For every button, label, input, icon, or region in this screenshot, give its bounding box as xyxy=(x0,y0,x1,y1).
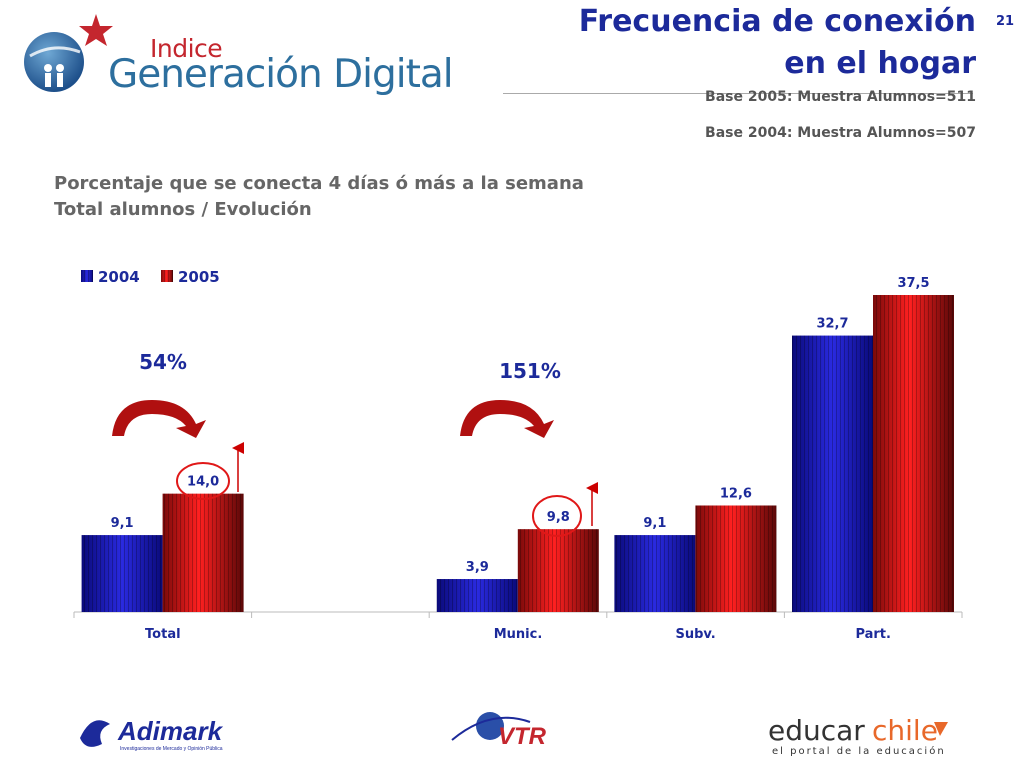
svg-text:el portal de la educación: el portal de la educación xyxy=(772,745,946,757)
logo-generacion-digital-text: Generación Digital xyxy=(108,52,454,97)
value-label: 9,1 xyxy=(111,516,134,531)
globe-icon xyxy=(24,32,84,92)
growth-annotation-munic: 151% xyxy=(460,359,561,438)
category-label: Subv. xyxy=(675,627,715,642)
curved-arrow-icon xyxy=(460,400,554,438)
curved-arrow-icon xyxy=(112,400,206,438)
value-label: 12,6 xyxy=(720,486,752,501)
value-label: 9,1 xyxy=(643,516,666,531)
growth-label-total: 54% xyxy=(139,350,187,374)
category-label: Part. xyxy=(855,627,891,642)
value-label: 37,5 xyxy=(897,276,929,291)
growth-label-munic: 151% xyxy=(499,359,561,383)
highlight-circle-munic-2005 xyxy=(532,495,582,537)
page-number: 21 xyxy=(996,14,1015,29)
page-title-line1: Frecuencia de conexión xyxy=(578,4,976,39)
category-label: Munic. xyxy=(494,627,543,642)
legend-label-2005: 2005 xyxy=(178,268,220,286)
svg-text:educar: educar xyxy=(768,714,865,747)
category-label: Total xyxy=(145,627,181,642)
header-divider xyxy=(503,93,973,94)
bar-texture xyxy=(436,579,518,612)
bar-texture xyxy=(162,493,244,612)
bar-texture xyxy=(614,535,696,612)
logo-indice-text: Indice xyxy=(150,34,223,63)
value-label: 14,0 xyxy=(187,475,219,490)
value-label: 32,7 xyxy=(816,317,848,332)
svg-text:chile: chile xyxy=(872,714,938,747)
chart-legend: 2004 2005 xyxy=(81,268,220,286)
chart-subtitle-line1: Porcentaje que se conecta 4 días ó más a… xyxy=(54,173,584,194)
indice-generacion-digital-logo xyxy=(24,14,113,92)
bar-texture xyxy=(695,505,777,612)
vtr-logo: VTR xyxy=(451,712,547,750)
adimark-logo: Adimark Investigaciones de Mercado y Opi… xyxy=(80,716,224,752)
bar-texture xyxy=(81,535,163,612)
chart-subtitle-line2: Total alumnos / Evolución xyxy=(54,199,312,220)
value-label: 9,8 xyxy=(547,510,570,525)
highlight-circle-total-2005 xyxy=(176,462,230,500)
sponsor-logos: Adimark Investigaciones de Mercado y Opi… xyxy=(80,712,948,757)
bar-texture xyxy=(517,529,599,612)
bar-texture xyxy=(873,295,954,612)
base-2005-note: Base 2005: Muestra Alumnos=511 xyxy=(705,89,976,105)
svg-text:Adimark: Adimark xyxy=(117,716,224,746)
base-2004-note: Base 2004: Muestra Alumnos=507 xyxy=(705,125,976,141)
educarchile-logo: educar chile el portal de la educación xyxy=(768,714,948,757)
value-label: 3,9 xyxy=(466,560,489,575)
legend-label-2004: 2004 xyxy=(98,268,140,286)
svg-text:VTR: VTR xyxy=(498,723,547,750)
bar-texture xyxy=(792,335,873,612)
page-title-line2: en el hogar xyxy=(784,46,976,81)
star-icon xyxy=(79,14,113,46)
svg-text:Investigaciones de Mercado y O: Investigaciones de Mercado y Opinión Púb… xyxy=(120,746,223,752)
growth-annotation-total: 54% xyxy=(112,350,206,438)
